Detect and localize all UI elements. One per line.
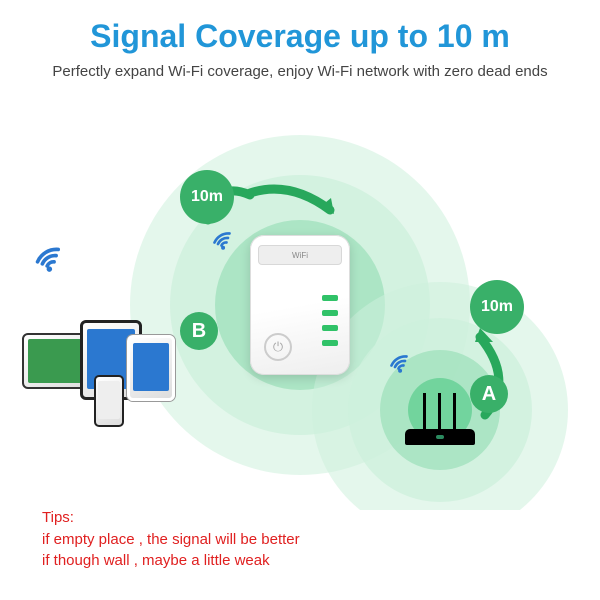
- tablet-device-2: [127, 335, 175, 401]
- distance-badge-2: 10m: [470, 280, 524, 334]
- coverage-diagram: WiFi ⏻ A B 10m 10m: [0, 90, 600, 510]
- power-icon: ⏻: [264, 333, 292, 361]
- client-devices: [22, 315, 177, 425]
- page-subtitle: Perfectly expand Wi-Fi coverage, enjoy W…: [0, 63, 600, 80]
- extender-label: WiFi: [258, 245, 342, 265]
- point-b-badge: B: [180, 312, 218, 350]
- extender-leds: [322, 295, 338, 346]
- tips-block: Tips: if empty place , the signal will b…: [42, 507, 300, 572]
- phone-device: [94, 375, 124, 427]
- tips-line-1: if empty place , the signal will be bett…: [42, 529, 300, 551]
- distance-badge-1: 10m: [180, 170, 234, 224]
- wifi-extender-device: WiFi ⏻: [250, 235, 350, 375]
- page-title: Signal Coverage up to 10 m: [0, 0, 600, 55]
- tips-line-2: if though wall , maybe a little weak: [42, 550, 300, 572]
- tips-heading: Tips:: [42, 507, 300, 529]
- router-device: [405, 390, 475, 445]
- point-a-badge: A: [470, 375, 508, 413]
